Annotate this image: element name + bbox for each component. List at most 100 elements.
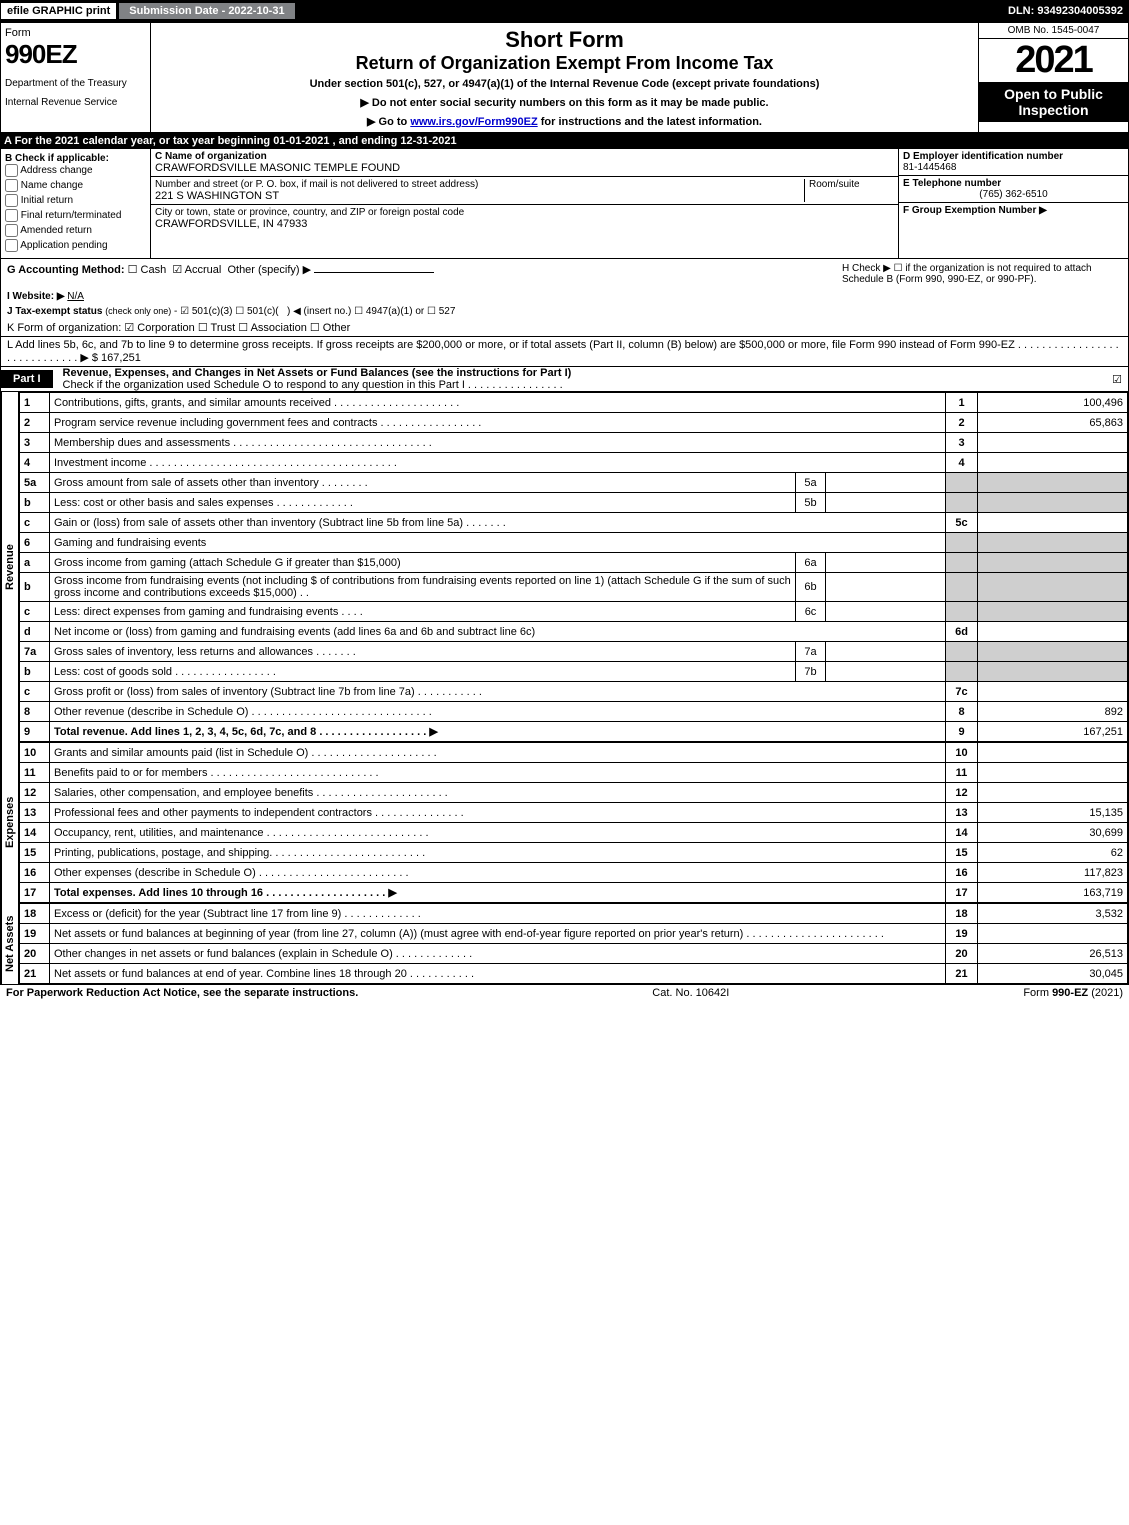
line-col-grey [946,473,978,493]
goto-post: for instructions and the latest informat… [538,116,762,128]
g-label: G Accounting Method: [7,264,125,276]
dept-irs: Internal Revenue Service [5,97,146,108]
header-center: Short Form Return of Organization Exempt… [151,23,978,132]
g-cash-label: Cash [141,264,167,276]
line-num: d [20,622,50,642]
g-accrual-label: Accrual [185,264,222,276]
line-num: c [20,513,50,533]
line-inner-amt [826,662,946,682]
line-amt: 163,719 [978,883,1128,903]
line-col: 17 [946,883,978,903]
cb-final-return[interactable]: Final return/terminated [5,209,146,222]
line-desc: Benefits paid to or for members . . . . … [50,763,946,783]
cb-initial-return[interactable]: Initial return [5,194,146,207]
line-desc: Gross income from gaming (attach Schedul… [50,553,796,573]
line-desc: Grants and similar amounts paid (list in… [50,743,946,763]
line-num: 6 [20,533,50,553]
line-amt: 892 [978,702,1128,722]
revenue-section: Revenue 1Contributions, gifts, grants, a… [0,392,1129,742]
line-inner-amt [826,493,946,513]
top-bar: efile GRAPHIC print Submission Date - 20… [0,0,1129,22]
line-sub: 5a [796,473,826,493]
line-desc: Investment income . . . . . . . . . . . … [50,453,946,473]
irs-link[interactable]: www.irs.gov/Form990EZ [410,116,537,128]
line-17: 17Total expenses. Add lines 10 through 1… [20,883,1128,903]
cb-application-pending[interactable]: Application pending [5,239,146,252]
line-num: 12 [20,783,50,803]
line-amt [978,513,1128,533]
cb-amended-return[interactable]: Amended return [5,224,146,237]
line-desc: Gross sales of inventory, less returns a… [50,642,796,662]
line-col: 8 [946,702,978,722]
line-desc: Gross income from fundraising events (no… [50,573,796,602]
line-col: 15 [946,843,978,863]
g-accrual[interactable]: ☑ Accrual [172,264,221,276]
line-num: 20 [20,944,50,964]
subtitle: Under section 501(c), 527, or 4947(a)(1)… [155,78,974,90]
line-11: 11Benefits paid to or for members . . . … [20,763,1128,783]
section-g-h: G Accounting Method: ☐ Cash ☑ Accrual Ot… [0,259,1129,289]
line-col-grey [946,642,978,662]
line-6d: dNet income or (loss) from gaming and fu… [20,622,1128,642]
g-other[interactable]: Other (specify) ▶ [227,264,311,276]
section-b-title: B Check if applicable: [5,153,146,164]
line-num: 19 [20,924,50,944]
line-desc: Less: direct expenses from gaming and fu… [50,602,796,622]
line-num: b [20,573,50,602]
footer-right: Form 990-EZ (2021) [1023,987,1123,999]
goto-pre: ▶ Go to [367,116,410,128]
line-6: 6Gaming and fundraising events [20,533,1128,553]
section-g: G Accounting Method: ☐ Cash ☑ Accrual Ot… [7,263,842,285]
line-col: 6d [946,622,978,642]
part-i-title: Revenue, Expenses, and Changes in Net As… [53,367,1113,391]
line-14: 14Occupancy, rent, utilities, and mainte… [20,823,1128,843]
section-i: I Website: ▶ N/A [0,289,1129,304]
line-num: 10 [20,743,50,763]
line-num: 7a [20,642,50,662]
room-suite-label: Room/suite [804,179,894,202]
cb-name-change[interactable]: Name change [5,179,146,192]
line-desc: Salaries, other compensation, and employ… [50,783,946,803]
line-inner-amt [826,642,946,662]
line-col: 3 [946,433,978,453]
line-desc: Occupancy, rent, utilities, and maintena… [50,823,946,843]
revenue-vlabel: Revenue [1,392,19,742]
tax-year: 2021 [979,39,1128,82]
line-amt-grey [978,573,1128,602]
line-num: b [20,662,50,682]
line-amt [978,622,1128,642]
line-col: 1 [946,393,978,413]
part-i-check-text: Check if the organization used Schedule … [63,379,563,391]
goto-line: ▶ Go to www.irs.gov/Form990EZ for instru… [155,115,974,128]
line-desc: Gross amount from sale of assets other t… [50,473,796,493]
dln: DLN: 93492304005392 [1008,5,1129,17]
form-header: Form 990EZ Department of the Treasury In… [0,22,1129,133]
line-amt: 65,863 [978,413,1128,433]
line-col: 7c [946,682,978,702]
l-text: L Add lines 5b, 6c, and 7b to line 9 to … [7,339,1119,364]
line-col: 4 [946,453,978,473]
line-amt-grey [978,533,1128,553]
line-sub: 7a [796,642,826,662]
e-phone-value: (765) 362-6510 [903,189,1124,200]
line-col: 11 [946,763,978,783]
cb-address-change[interactable]: Address change [5,164,146,177]
line-3: 3Membership dues and assessments . . . .… [20,433,1128,453]
part-i-checkbox[interactable]: ☑ [1112,373,1128,386]
l-amount: 167,251 [101,352,141,364]
amended-return-label: Amended return [20,225,92,236]
efile-print-button[interactable]: efile GRAPHIC print [0,2,117,20]
g-cash[interactable]: ☐ Cash [128,264,167,276]
header-left: Form 990EZ Department of the Treasury In… [1,23,151,132]
line-desc: Total revenue. Add lines 1, 2, 3, 4, 5c,… [50,722,946,742]
line-2: 2Program service revenue including gover… [20,413,1128,433]
line-desc: Excess or (deficit) for the year (Subtra… [50,904,946,924]
line-desc: Total expenses. Add lines 10 through 16 … [50,883,946,903]
initial-return-label: Initial return [21,195,73,206]
line-col: 21 [946,964,978,984]
c-name-label: C Name of organization [155,151,894,162]
line-desc: Other expenses (describe in Schedule O) … [50,863,946,883]
f-group-label: F Group Exemption Number ▶ [903,205,1124,216]
section-c: C Name of organization CRAWFORDSVILLE MA… [151,149,898,258]
line-16: 16Other expenses (describe in Schedule O… [20,863,1128,883]
